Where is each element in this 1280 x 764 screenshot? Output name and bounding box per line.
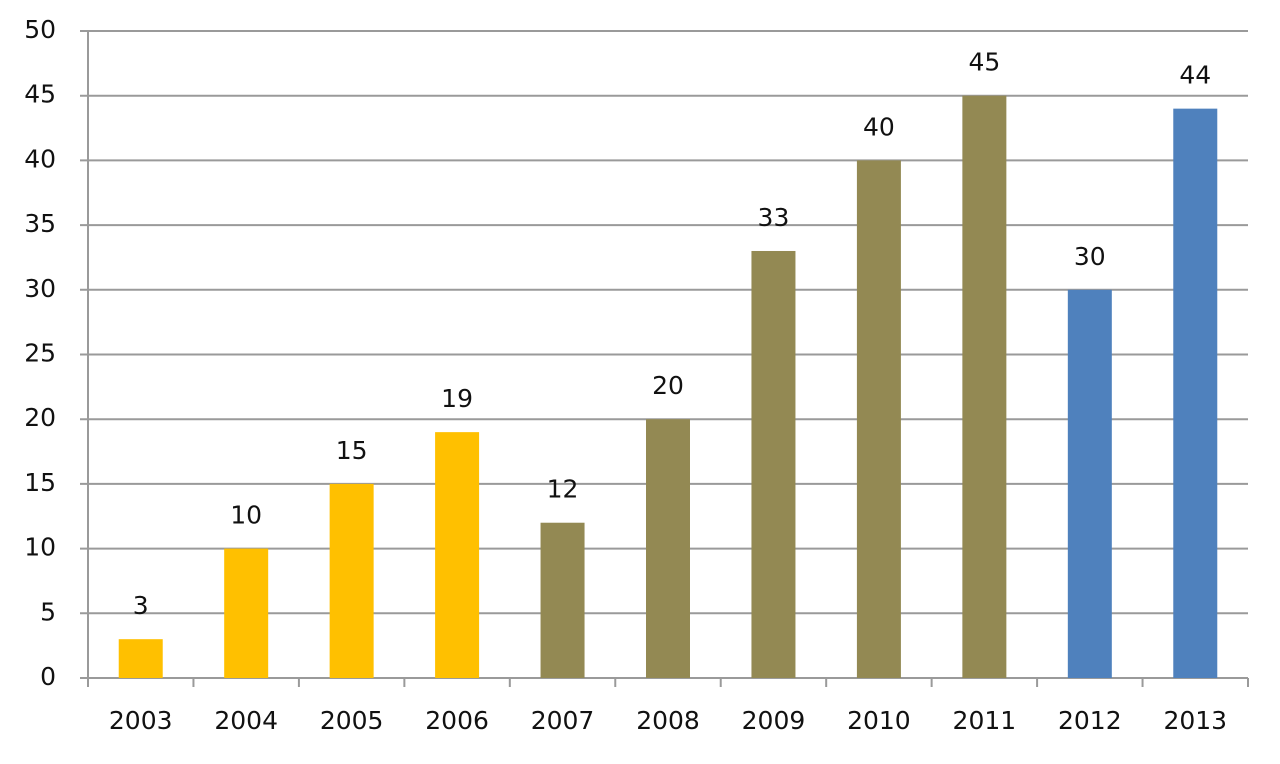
bar bbox=[435, 432, 480, 678]
y-tick-label: 45 bbox=[24, 80, 56, 109]
bar bbox=[224, 548, 269, 678]
value-label: 15 bbox=[336, 436, 368, 465]
y-tick-label: 30 bbox=[24, 274, 56, 303]
value-label: 44 bbox=[1179, 61, 1211, 90]
y-tick-label: 20 bbox=[24, 403, 56, 432]
x-tick-label: 2003 bbox=[109, 706, 173, 735]
value-label: 33 bbox=[758, 203, 790, 232]
value-label: 45 bbox=[968, 48, 1000, 77]
bar bbox=[1173, 108, 1218, 678]
value-label: 30 bbox=[1074, 242, 1106, 271]
x-tick-label: 2009 bbox=[742, 706, 806, 735]
x-tick-label: 2008 bbox=[636, 706, 700, 735]
y-tick-label: 35 bbox=[24, 209, 56, 238]
bar bbox=[856, 160, 901, 678]
bar bbox=[540, 522, 585, 678]
y-tick-label: 5 bbox=[40, 597, 56, 626]
x-tick-label: 2012 bbox=[1058, 706, 1122, 735]
value-label: 20 bbox=[652, 371, 684, 400]
x-tick-label: 2006 bbox=[425, 706, 489, 735]
y-tick-label: 0 bbox=[40, 662, 56, 691]
value-label: 12 bbox=[547, 475, 579, 504]
y-tick-label: 50 bbox=[24, 15, 56, 44]
bar bbox=[751, 250, 796, 679]
y-tick-label: 40 bbox=[24, 144, 56, 173]
y-tick-label: 10 bbox=[24, 533, 56, 562]
x-tick-label: 2010 bbox=[847, 706, 911, 735]
y-tick-label: 25 bbox=[24, 339, 56, 368]
bar bbox=[118, 639, 163, 678]
y-tick-label: 15 bbox=[24, 468, 56, 497]
bar bbox=[329, 483, 374, 678]
value-label: 3 bbox=[133, 591, 149, 620]
bar bbox=[1067, 289, 1112, 678]
bar bbox=[646, 419, 690, 678]
value-label: 40 bbox=[863, 112, 895, 141]
x-tick-label: 2007 bbox=[531, 706, 595, 735]
bar bbox=[962, 95, 1007, 678]
value-label: 10 bbox=[230, 501, 262, 530]
x-tick-label: 2005 bbox=[320, 706, 384, 735]
value-label: 19 bbox=[441, 384, 473, 413]
x-tick-label: 2004 bbox=[214, 706, 278, 735]
x-tick-label: 2011 bbox=[953, 706, 1017, 735]
x-tick-label: 2013 bbox=[1163, 706, 1227, 735]
